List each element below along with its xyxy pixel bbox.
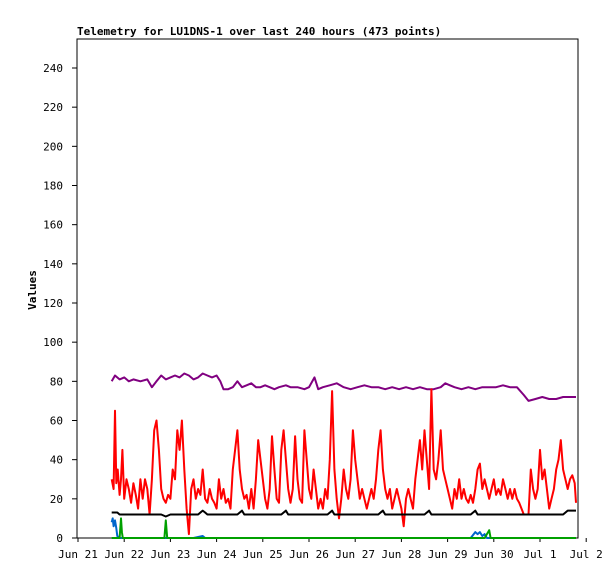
series-layer	[110, 372, 577, 539]
x-tick-label: Jun 27	[335, 548, 375, 561]
series-line-1	[110, 388, 577, 536]
x-tick-label: Jun 28	[382, 548, 422, 561]
y-tick-label: 240	[43, 62, 63, 75]
x-tick-label: Jun 29	[428, 548, 468, 561]
y-tick-label: 180	[43, 180, 63, 193]
x-tick-label: Jun 22	[104, 548, 144, 561]
y-tick-label: 220	[43, 101, 63, 114]
y-axis-title: Values	[26, 270, 39, 310]
y-tick-label: 160	[43, 219, 63, 232]
y-tick-label: 20	[50, 493, 63, 506]
chart-title: Telemetry for LU1DNS-1 over last 240 hou…	[77, 25, 441, 38]
x-tick-label: Jul 2	[570, 548, 603, 561]
x-tick-label: Jun 25	[243, 548, 283, 561]
y-tick-label: 40	[50, 454, 63, 467]
x-tick-label: Jun 26	[289, 548, 329, 561]
y-tick-label: 80	[50, 375, 63, 388]
y-axis: 0 20 40 60 80 100 120 140 160 180 200 220 240	[43, 62, 77, 545]
x-tick-label: Jun 24	[197, 548, 237, 561]
y-tick-label: 200	[43, 140, 63, 153]
y-tick-label: 60	[50, 415, 63, 428]
x-axis: Jun 21 Jun 22 Jun 23 Jun 24 Jun 25 Jun 26 Jun …	[58, 538, 603, 561]
x-tick-label: Jun 23	[151, 548, 191, 561]
x-tick-label: Jul 1	[523, 548, 556, 561]
y-tick-label: 100	[43, 336, 63, 349]
series-line-0	[110, 372, 576, 402]
series-line-3	[110, 517, 576, 539]
y-tick-label: 120	[43, 297, 63, 310]
x-tick-label: Jun 30	[474, 548, 514, 561]
y-tick-label: 140	[43, 258, 63, 271]
series-line-2	[111, 509, 576, 518]
y-tick-label: 0	[56, 532, 63, 545]
x-tick-label: Jun 21	[58, 548, 98, 561]
series-line-4	[111, 517, 576, 539]
